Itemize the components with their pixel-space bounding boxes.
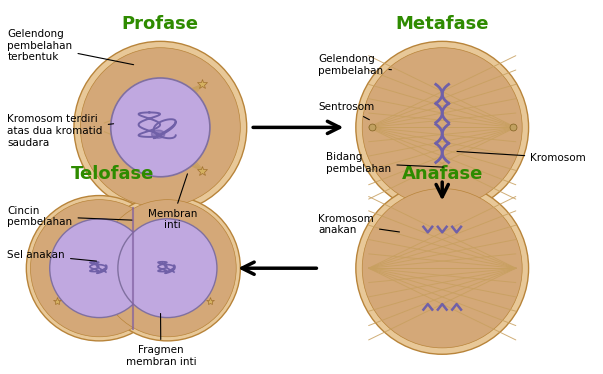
Ellipse shape [118, 219, 217, 318]
Text: Kromosom
anakan: Kromosom anakan [318, 214, 399, 235]
Text: Metafase: Metafase [396, 15, 489, 33]
Text: Sel anakan: Sel anakan [7, 250, 96, 261]
Text: Kromosom terdiri
atas dua kromatid
saudara: Kromosom terdiri atas dua kromatid sauda… [7, 114, 113, 148]
Polygon shape [151, 130, 165, 138]
Text: Bidang
pembelahan: Bidang pembelahan [326, 153, 443, 174]
Ellipse shape [31, 200, 168, 337]
Ellipse shape [98, 200, 236, 337]
Text: Kromosom: Kromosom [457, 151, 586, 163]
Text: Gelendong
pembelahan
terbentuk: Gelendong pembelahan terbentuk [7, 29, 134, 65]
Ellipse shape [95, 196, 241, 341]
Ellipse shape [362, 188, 522, 348]
Ellipse shape [362, 48, 522, 207]
Ellipse shape [111, 78, 210, 177]
Text: Telofase: Telofase [71, 165, 154, 183]
Ellipse shape [74, 42, 247, 214]
Ellipse shape [356, 42, 529, 214]
Text: Anafase: Anafase [402, 165, 483, 183]
Text: Gelendong
pembelahan: Gelendong pembelahan [318, 55, 391, 76]
Ellipse shape [49, 219, 149, 318]
Text: Cincin
pembelahan: Cincin pembelahan [7, 206, 132, 227]
Ellipse shape [356, 182, 529, 354]
Ellipse shape [80, 48, 241, 207]
Text: Profase: Profase [122, 15, 199, 33]
Text: Membran
inti: Membran inti [148, 174, 197, 230]
Text: Fragmen
membran inti: Fragmen membran inti [125, 313, 196, 367]
Text: Sentrosom: Sentrosom [318, 102, 374, 120]
Ellipse shape [27, 196, 172, 341]
